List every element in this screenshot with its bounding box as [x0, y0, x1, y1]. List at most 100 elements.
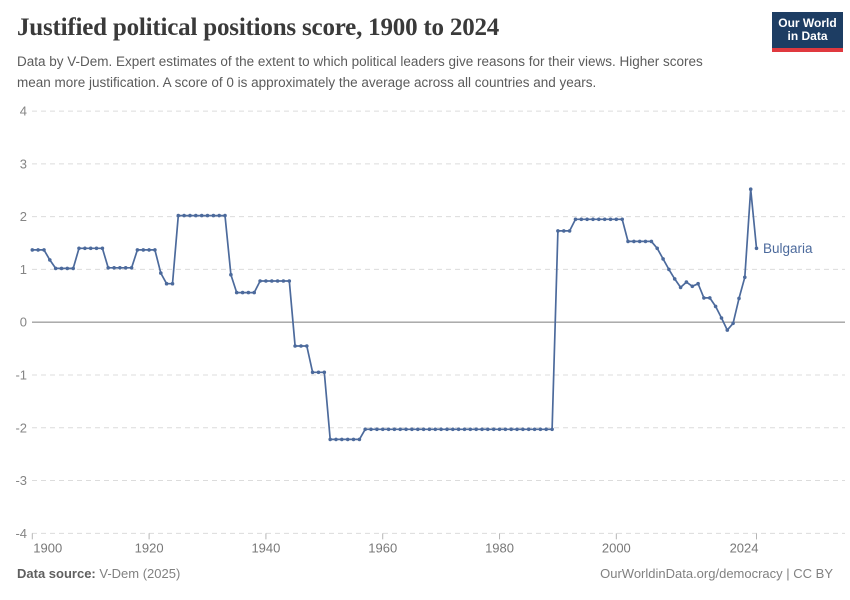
data-point [719, 316, 724, 320]
data-point [188, 213, 192, 218]
data-point [486, 427, 490, 432]
data-point [147, 248, 151, 252]
data-point [503, 427, 508, 432]
data-point [141, 248, 146, 252]
data-point [521, 427, 525, 432]
data-point [591, 217, 595, 222]
data-point [334, 437, 338, 442]
data-point [386, 427, 391, 432]
data-point [556, 229, 560, 233]
data-point [59, 266, 64, 271]
data-point [643, 239, 648, 244]
data-point [42, 248, 46, 252]
data-point [573, 217, 578, 222]
data-point [234, 290, 239, 295]
y-axis-tick-label: 3 [20, 156, 27, 171]
y-axis-tick-label: -2 [15, 420, 27, 435]
data-point [585, 217, 589, 222]
chart-footer: Data source: V-Dem (2025) OurWorldinData… [17, 566, 833, 581]
data-point [369, 427, 373, 432]
data-point [164, 281, 169, 286]
data-point [608, 217, 613, 222]
data-point [398, 427, 403, 432]
data-point [223, 213, 227, 218]
data-point [153, 248, 157, 252]
data-point [264, 279, 268, 283]
data-point [170, 281, 175, 286]
y-axis-tick-label: -4 [15, 526, 27, 541]
data-point [451, 427, 455, 432]
data-point [515, 427, 519, 432]
owid-logo-line1: Our World [778, 15, 837, 30]
chart-title: Justified political positions score, 190… [17, 14, 500, 41]
data-point [620, 217, 624, 222]
data-point [404, 427, 408, 432]
data-point [176, 213, 181, 218]
data-point [637, 239, 642, 244]
data-point [649, 239, 654, 244]
data-point [672, 277, 677, 281]
data-point [602, 217, 607, 222]
data-point [270, 279, 274, 283]
data-point [684, 280, 689, 284]
data-point [316, 370, 321, 375]
data-point [77, 246, 81, 251]
data-point [497, 427, 502, 432]
data-point [310, 370, 315, 375]
data-point [30, 248, 35, 252]
data-point [375, 427, 379, 432]
data-point [252, 290, 256, 295]
data-point [83, 246, 87, 251]
data-point [65, 266, 70, 271]
data-point [632, 239, 636, 244]
data-point [246, 290, 251, 295]
data-point [597, 217, 601, 222]
owid-logo[interactable]: Our World in Data [772, 12, 843, 52]
data-point [94, 246, 99, 251]
data-point [100, 246, 105, 251]
data-point [538, 427, 543, 432]
data-point [217, 213, 221, 218]
data-point [737, 296, 741, 301]
data-point [211, 213, 216, 218]
data-point [748, 187, 753, 191]
credit-link[interactable]: OurWorldinData.org/democracy | CC BY [600, 566, 833, 581]
series-line-bulgaria[interactable] [31, 188, 758, 441]
data-point [106, 266, 110, 270]
y-axis-tick-label: 4 [20, 104, 27, 119]
data-point [579, 217, 584, 222]
data-point [48, 258, 52, 262]
data-point [328, 437, 333, 442]
data-point [112, 266, 116, 270]
data-point [743, 275, 747, 280]
data-point [194, 213, 198, 218]
data-point [380, 427, 385, 432]
data-point [427, 427, 432, 432]
data-point [544, 427, 548, 432]
data-point [661, 257, 665, 261]
data-point [433, 427, 438, 432]
data-point [702, 296, 706, 300]
y-axis-tick-label: 2 [20, 209, 27, 224]
data-point [129, 266, 134, 270]
data-point [118, 266, 122, 270]
data-point [567, 229, 572, 233]
entity-label[interactable]: Bulgaria [763, 241, 813, 256]
y-axis-tick-label: -3 [15, 473, 27, 488]
data-point [562, 229, 566, 233]
data-point [357, 437, 362, 442]
x-axis-tick-label: 1960 [368, 540, 397, 555]
x-axis-tick-label: 1940 [251, 540, 280, 555]
data-source-label: Data source: [17, 566, 96, 581]
owid-logo-line2: in Data [787, 29, 828, 43]
x-axis-tick-label: 1980 [485, 540, 514, 555]
x-axis-tick-label: 1900 [33, 540, 62, 555]
data-point [199, 213, 204, 218]
data-point [281, 279, 286, 283]
data-point [229, 272, 233, 277]
data-point [526, 427, 531, 432]
data-point [410, 427, 414, 432]
chart-subtitle: Data by V-Dem. Expert estimates of the e… [17, 54, 703, 90]
